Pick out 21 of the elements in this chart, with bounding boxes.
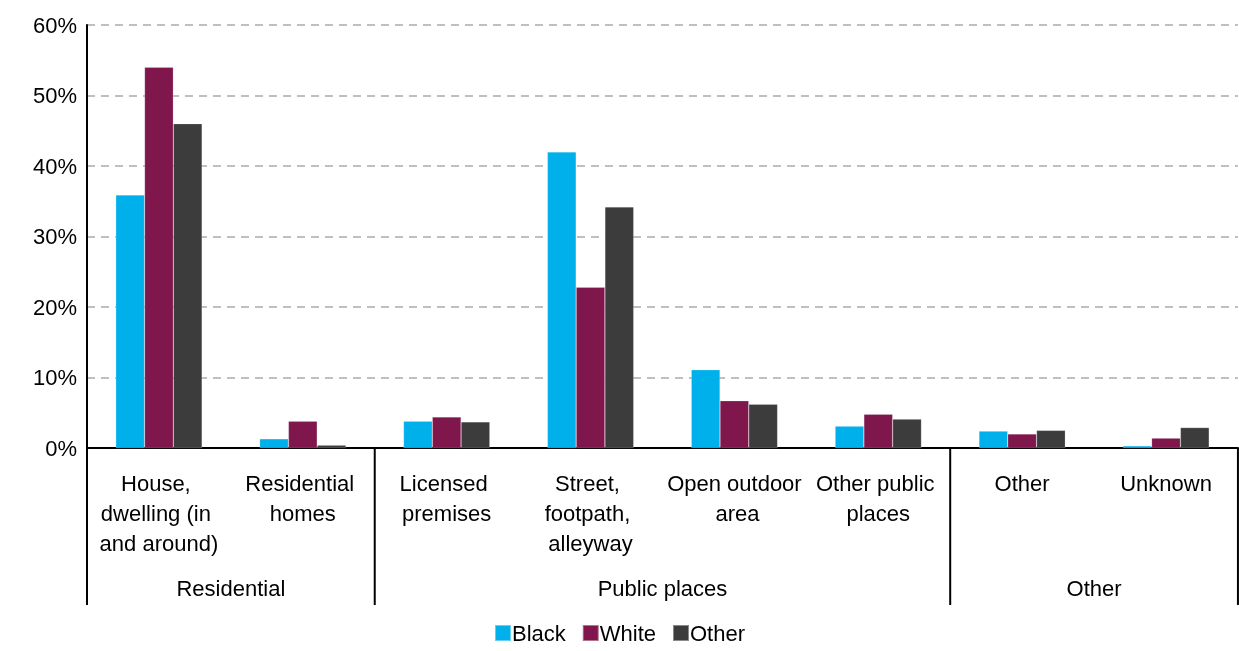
- x-tick-label: Open outdoor area: [667, 470, 802, 526]
- text: Other: [1066, 575, 1122, 601]
- legend-label: White: [599, 620, 657, 646]
- text: Public places: [597, 575, 728, 601]
- y-tick-label: 60%: [32, 12, 77, 38]
- x-tick-label: Residential homes: [245, 470, 361, 526]
- y-tick-label: 30%: [32, 224, 77, 249]
- y-tick-label: 0%: [45, 435, 77, 461]
- x-tick-label: Street, footpath, alleyway: [544, 470, 637, 556]
- x-tick-label: House, dwelling (in and around): [99, 470, 219, 556]
- y-tick-label: 50%: [32, 83, 77, 108]
- x-tick-label: Other: [994, 470, 1050, 496]
- x-tick-label: Unknown: [1120, 470, 1212, 496]
- y-tick-label: 40%: [32, 153, 77, 179]
- legend-label: Black: [511, 620, 567, 646]
- y-tick-label: 20%: [32, 294, 77, 320]
- text: Residential: [176, 575, 286, 601]
- x-tick-label: Licensed premises: [399, 470, 494, 526]
- x-tick-label: Other public places: [815, 470, 941, 526]
- y-tick-label: 10%: [32, 365, 77, 390]
- legend-label: Other: [690, 620, 746, 646]
